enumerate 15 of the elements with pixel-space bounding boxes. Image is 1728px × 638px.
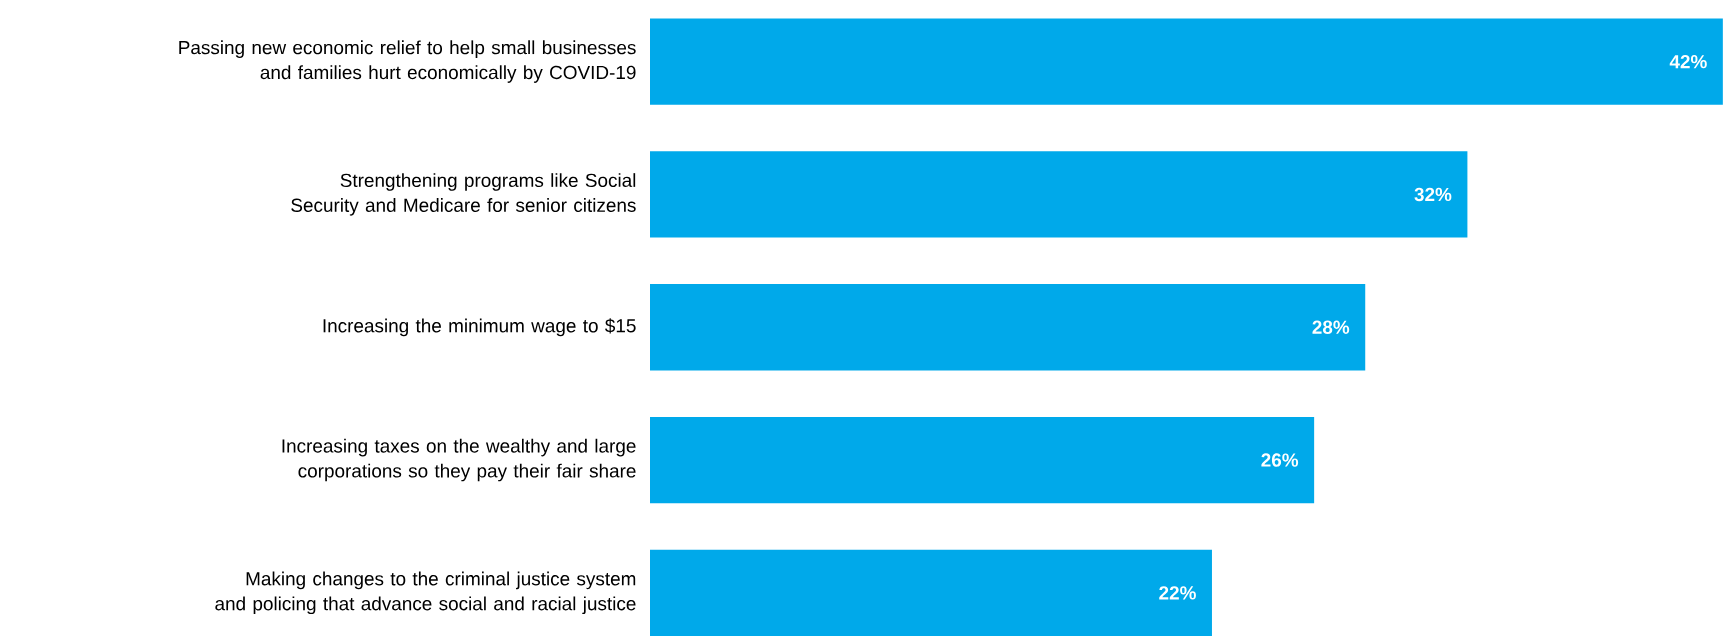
data-label: 32% [1414, 187, 1452, 202]
bar [650, 416, 1315, 504]
bar [650, 151, 1468, 238]
data-label: 42% [1669, 54, 1707, 69]
data-label: 28% [1312, 320, 1350, 334]
y-tick-label: Making changes to the criminal justice system and policing that advance social and racial justice [215, 571, 636, 615]
y-tick-label: Passing new economic relief to help small businesses and families hurt economically by COVID-19 [179, 40, 636, 83]
bar [650, 18, 1723, 105]
bar [650, 284, 1366, 371]
y-tick-label: Increasing taxes on the wealthy and large corporations so they pay their fair share [282, 438, 636, 482]
y-tick-label: Increasing the minimum wage to $15 [323, 318, 636, 337]
data-label: 22% [1159, 586, 1196, 600]
y-tick-label: Strengthening programs like Social Security and Medicare for senior citizens [291, 173, 636, 216]
data-label: 26% [1261, 453, 1299, 467]
bar [650, 549, 1212, 637]
